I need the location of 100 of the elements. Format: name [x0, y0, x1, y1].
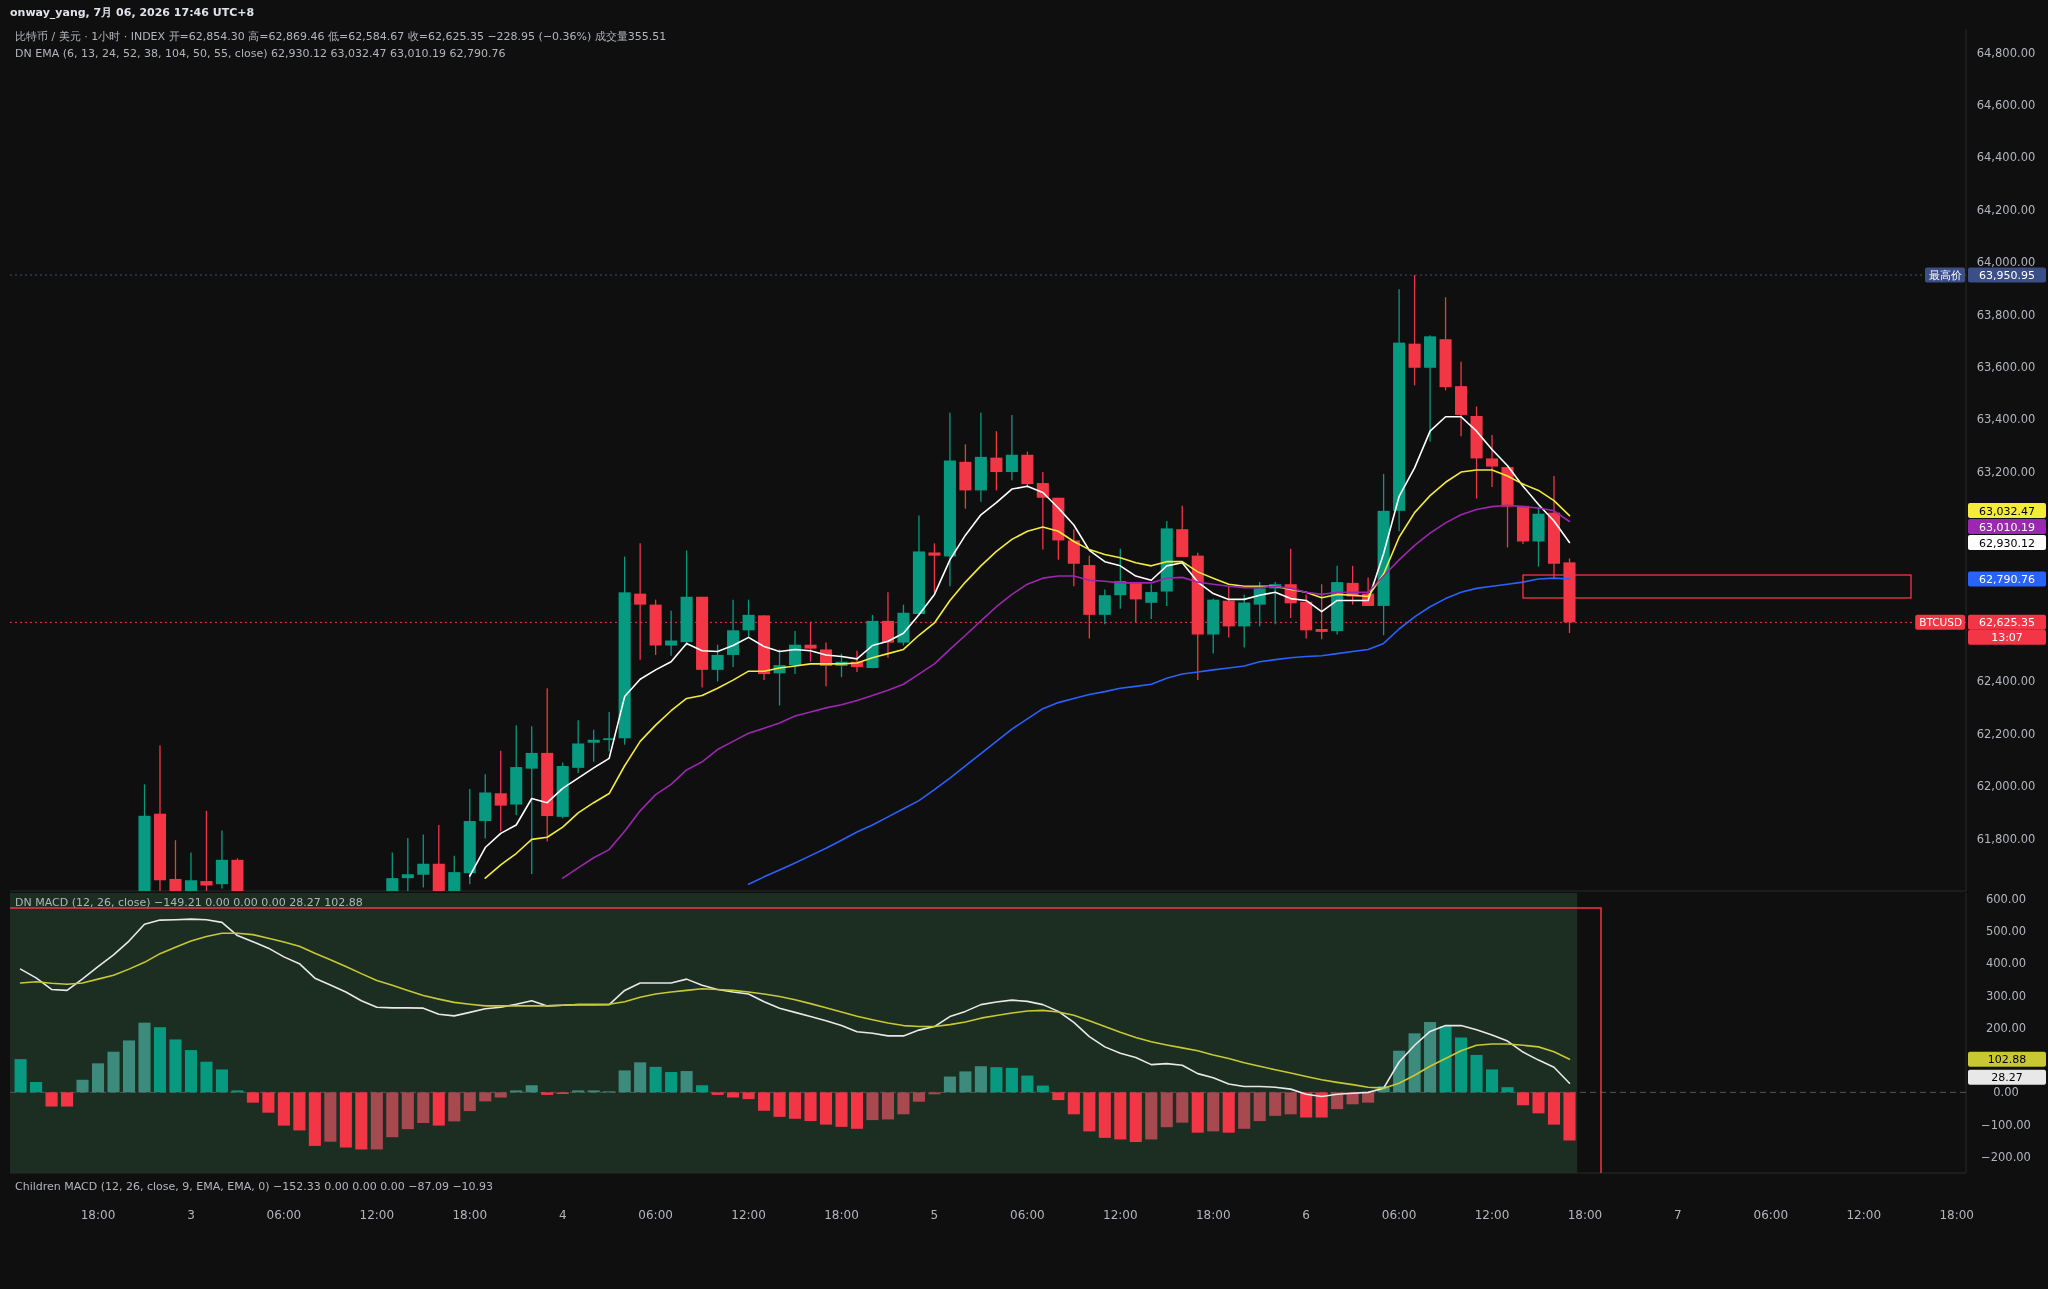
bar [1284, 1092, 1297, 1115]
x-tick-label: 06:00 [1010, 1208, 1045, 1222]
bar [1253, 1092, 1266, 1122]
x-tick-label: 6 [1302, 1208, 1310, 1222]
bar [1083, 1092, 1096, 1132]
candlestick [1486, 434, 1499, 488]
bar [990, 1067, 1003, 1093]
bar [1408, 1033, 1421, 1093]
text: 102.88 [1987, 1053, 2027, 1067]
ref-line-label: BTCUSD [1919, 616, 1962, 629]
candlestick [990, 430, 1003, 492]
y-tick-label: 63,200.00 [1976, 464, 2036, 479]
x-tick-label: 18:00 [1939, 1208, 1974, 1222]
y-tick-label: 0.00 [1993, 1085, 2019, 1100]
y-tick-label: 64,400.00 [1976, 150, 2036, 165]
x-tick-label: 7 [1674, 1208, 1682, 1222]
line-series [561, 504, 1571, 879]
candlestick [1253, 581, 1266, 628]
candlestick [401, 837, 414, 892]
bar [1315, 1092, 1328, 1118]
bar [1021, 1075, 1034, 1093]
bar [1501, 1087, 1514, 1093]
y-tick-label: 64,600.00 [1976, 97, 2036, 112]
text: 63,950.95 [1979, 269, 2035, 283]
bar [1455, 1037, 1468, 1093]
bar [711, 1092, 724, 1095]
bar [835, 1092, 848, 1127]
bar [1067, 1092, 1080, 1115]
candlestick [1098, 588, 1111, 625]
bar [61, 1092, 74, 1107]
candlestick [386, 851, 399, 892]
x-tick-label: 12:00 [359, 1208, 395, 1222]
bar [773, 1092, 786, 1117]
bar [1176, 1092, 1189, 1123]
bar [959, 1071, 972, 1093]
bar [881, 1092, 895, 1120]
chart-subtitle: 比特币 / 美元 · 1小时 · INDEX 开=62,854.30 高=62,869.46 低=62,584.67 收=62,625.35 −228.95 (−0.36%) 成交量355.51 [15, 30, 667, 43]
bar [463, 1092, 476, 1112]
bar [943, 1076, 956, 1093]
candlestick [1145, 583, 1158, 620]
y-tick-label: 500.00 [1985, 924, 2027, 939]
y-tick-label: 64,800.00 [1976, 45, 2036, 60]
bar [1098, 1092, 1111, 1138]
bar [417, 1092, 430, 1123]
candlestick [417, 833, 430, 889]
x-tick-label: 12:00 [1103, 1208, 1138, 1222]
bar [727, 1092, 740, 1098]
bar [138, 1022, 151, 1093]
bar [665, 1072, 678, 1093]
bar [293, 1092, 306, 1131]
y-tick-label: 400.00 [1985, 956, 2027, 971]
text: Children MACD (12, 26, close, 9, EMA, EMA, 0) −152.33 0.00 0.00 0.00 −87.09 −10.93 [15, 1180, 494, 1193]
bar [1191, 1092, 1204, 1133]
bar [91, 1063, 105, 1093]
x-tick-label: 06:00 [1381, 1208, 1417, 1222]
bar [448, 1092, 461, 1122]
bar [308, 1092, 321, 1146]
bar [819, 1092, 833, 1125]
candlestick [742, 599, 755, 639]
x-tick-label: 18:00 [824, 1208, 859, 1222]
bar [866, 1092, 879, 1121]
x-tick-label: 18:00 [80, 1208, 116, 1222]
y-tick-label: 600.00 [1985, 891, 2027, 906]
text: 28.27 [1991, 1071, 2023, 1085]
bar [1145, 1092, 1158, 1140]
bar [788, 1092, 802, 1119]
bar [912, 1092, 925, 1102]
x-tick-label: 4 [558, 1208, 567, 1222]
bar [1470, 1054, 1483, 1093]
text: 62,930.12 [1979, 536, 2035, 550]
bar [1207, 1092, 1220, 1132]
y-tick-label: 63,800.00 [1976, 307, 2036, 322]
bar [1424, 1022, 1437, 1093]
y-tick-label: 61,800.00 [1976, 831, 2036, 846]
candlestick [928, 542, 941, 593]
y-tick-label: 62,000.00 [1976, 779, 2036, 794]
bar [324, 1092, 337, 1142]
bar [1439, 1026, 1452, 1093]
bar [758, 1092, 771, 1111]
bar [1532, 1092, 1545, 1114]
y-tick-label: 64,000.00 [1976, 255, 2036, 270]
x-tick-label: 12:00 [1846, 1208, 1882, 1222]
x-tick-label: 3 [187, 1208, 195, 1222]
text: 62,625.35 [1979, 616, 2035, 630]
bar [14, 1059, 27, 1093]
bar [122, 1040, 136, 1093]
y-tick-label: −100.00 [1981, 1117, 2031, 1132]
bar [1052, 1092, 1065, 1101]
x-tick-label: 18:00 [1567, 1208, 1603, 1222]
bar [1300, 1092, 1313, 1118]
x-tick-label: 06:00 [1753, 1208, 1789, 1222]
bar [1114, 1092, 1127, 1140]
bar [649, 1066, 662, 1093]
x-tick-label: 18:00 [452, 1208, 488, 1222]
bar [277, 1092, 290, 1126]
bar [696, 1085, 709, 1093]
x-tick-label: 5 [930, 1208, 939, 1222]
bar [742, 1092, 755, 1100]
bar [479, 1092, 492, 1102]
bar [541, 1092, 554, 1095]
